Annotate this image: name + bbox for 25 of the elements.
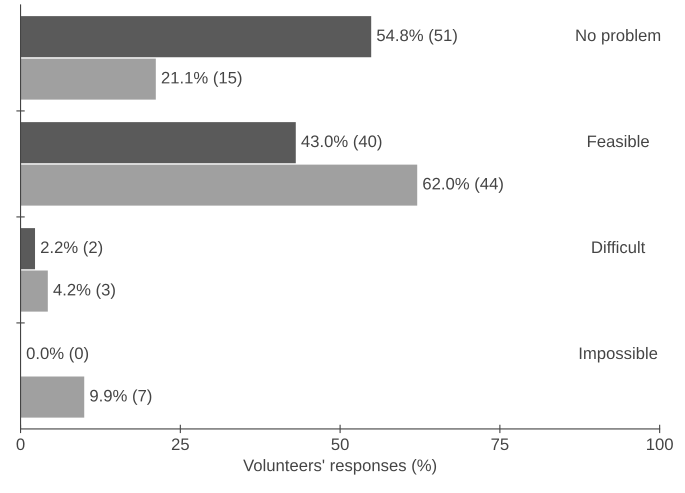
data-label: 62.0% (44) bbox=[423, 177, 503, 193]
data-label: 21.1% (15) bbox=[162, 71, 242, 87]
bar bbox=[20, 122, 296, 164]
bar bbox=[20, 164, 418, 206]
data-label: 4.2% (3) bbox=[53, 283, 115, 299]
y-tick-label: Feasible bbox=[588, 134, 649, 148]
data-label: 0.0% (0) bbox=[26, 346, 88, 362]
data-label: 43.0% (40) bbox=[301, 134, 382, 150]
y-tick-label: Difficult bbox=[592, 240, 646, 254]
bar bbox=[20, 58, 156, 100]
bar bbox=[20, 270, 48, 312]
x-axis-title: Volunteers' responses (%) bbox=[243, 459, 436, 475]
bar bbox=[20, 228, 36, 270]
data-label: 2.2% (2) bbox=[41, 240, 102, 256]
bar bbox=[20, 376, 84, 418]
x-tick-label: 75 bbox=[491, 438, 508, 450]
x-tick-label: 100 bbox=[647, 438, 673, 450]
bar bbox=[20, 16, 372, 58]
x-tick-label: 0 bbox=[16, 438, 25, 450]
x-tick-label: 50 bbox=[332, 438, 349, 450]
data-label: 9.9% (7) bbox=[90, 389, 152, 405]
y-tick-label: No problem bbox=[576, 28, 660, 44]
data-label: 54.8% (51) bbox=[377, 28, 457, 44]
x-tick-label: 25 bbox=[172, 438, 189, 450]
y-tick-label: Impossible bbox=[580, 346, 658, 362]
